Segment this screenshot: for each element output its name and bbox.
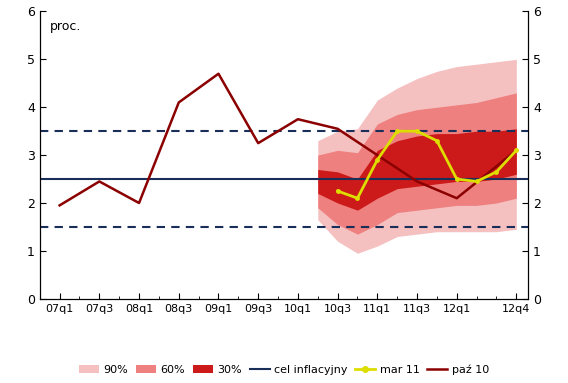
Legend: 90%, 60%, 30%, cel inflacyjny, mar 11, paź 10: 90%, 60%, 30%, cel inflacyjny, mar 11, p… bbox=[74, 360, 494, 379]
Text: proc.: proc. bbox=[49, 20, 81, 33]
